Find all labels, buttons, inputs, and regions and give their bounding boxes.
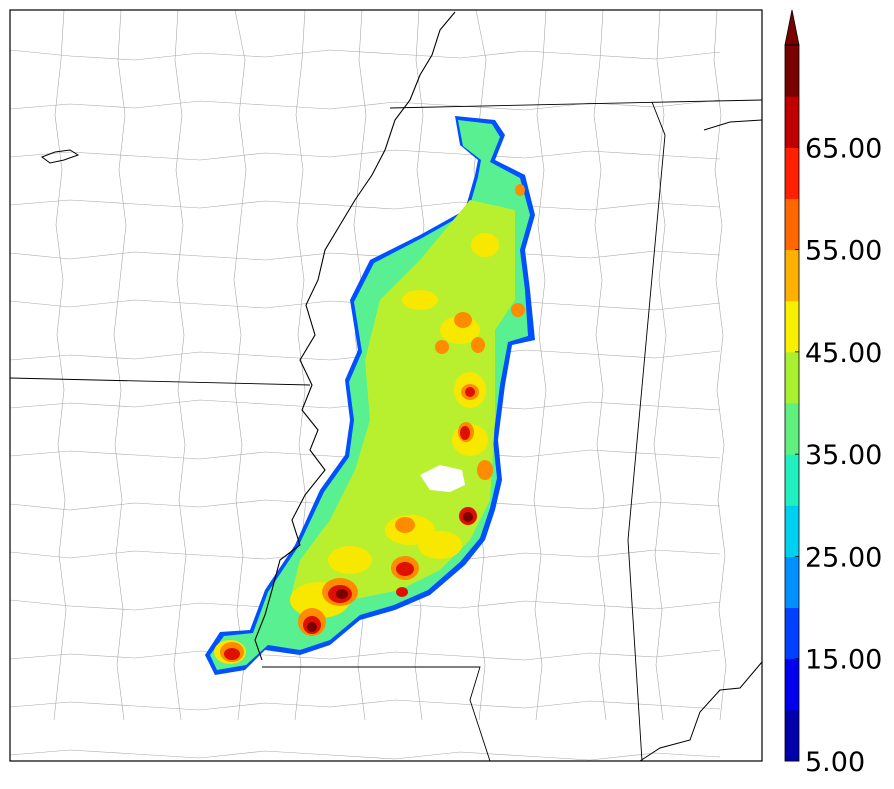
county-line: [653, 9, 667, 721]
colorbar-tick-label: 25.00: [805, 542, 882, 573]
intense-cell: [465, 387, 475, 397]
county-line: [593, 9, 607, 721]
moderate-cell: [418, 531, 462, 559]
county-line: [9, 49, 721, 61]
intense-cell: [224, 648, 240, 660]
colorbar-swatch: [785, 45, 799, 97]
colorbar-swatch: [785, 147, 799, 199]
map-frame: [9, 9, 763, 762]
colorbar-swatch: [785, 300, 799, 353]
colorbar-swatch: [785, 454, 799, 506]
county-line: [713, 9, 727, 721]
mississippi-river: [254, 11, 456, 661]
state-line: [262, 666, 491, 762]
county-line: [53, 9, 67, 721]
storm-core: [290, 200, 515, 610]
moderate-cell: [402, 290, 438, 310]
strong-cell: [471, 337, 485, 353]
colorbar-swatch: [785, 709, 799, 762]
extreme-cell: [463, 512, 473, 522]
strong-cell: [395, 517, 415, 533]
state-boundaries: [9, 99, 763, 762]
colorbar-tick-label: 35.00: [805, 440, 882, 471]
colorbar-swatch: [785, 403, 799, 455]
county-line: [9, 649, 721, 661]
reflectivity-field: [205, 116, 535, 675]
strong-cell: [511, 303, 525, 317]
colorbar-tick-label: 45.00: [805, 338, 882, 369]
county-line: [9, 699, 721, 711]
county-line: [113, 9, 127, 721]
moderate-cells: [214, 233, 499, 664]
extreme-cell: [307, 622, 317, 632]
moderate-cell: [471, 233, 499, 257]
colorbar-frame: [784, 44, 800, 762]
strong-cell: [454, 312, 472, 328]
colorbar-tick-label: 5.00: [805, 747, 865, 778]
county-line: [173, 9, 187, 721]
lake-shape: [40, 149, 80, 164]
colorbar-swatch: [785, 658, 799, 711]
storm-gap: [420, 465, 465, 492]
county-line: [233, 9, 247, 721]
colorbar-swatch: [785, 96, 799, 148]
colorbar: [784, 9, 800, 762]
colorbar-swatch: [785, 198, 799, 251]
county-line: [533, 9, 547, 721]
colorbar-swatch: [785, 607, 799, 660]
extreme-cells: [307, 512, 473, 632]
colorbar-swatch: [785, 351, 799, 404]
strong-cell: [477, 460, 493, 480]
intense-cells: [224, 387, 477, 660]
colorbar-swatch: [785, 505, 799, 557]
intense-cell: [396, 562, 414, 576]
colorbar-extend-arrow: [784, 9, 800, 46]
county-line: [9, 199, 721, 211]
colorbar-swatch: [785, 556, 799, 609]
coastline: [639, 661, 763, 762]
state-line: [9, 377, 311, 386]
colorbar-tick-label: 55.00: [805, 236, 882, 267]
colorbar-swatch: [785, 249, 799, 302]
colorbar-tick-label: 65.00: [805, 133, 882, 164]
colorbar-tick-labels: 5.00 15.00 25.00 35.00 45.00 55.00 65.00: [795, 133, 882, 778]
intense-cell: [396, 587, 408, 597]
strong-cell: [515, 184, 525, 196]
county-line: [9, 749, 721, 761]
colorbar-tick-label: 15.00: [805, 645, 882, 676]
county-line: [9, 249, 721, 261]
coastline: [703, 119, 763, 131]
moderate-cell: [328, 546, 372, 574]
intense-cell: [460, 426, 470, 440]
strong-cell: [435, 340, 449, 354]
state-line: [627, 101, 666, 762]
county-line: [9, 149, 721, 161]
extreme-cell: [336, 589, 348, 599]
state-line: [389, 99, 763, 109]
